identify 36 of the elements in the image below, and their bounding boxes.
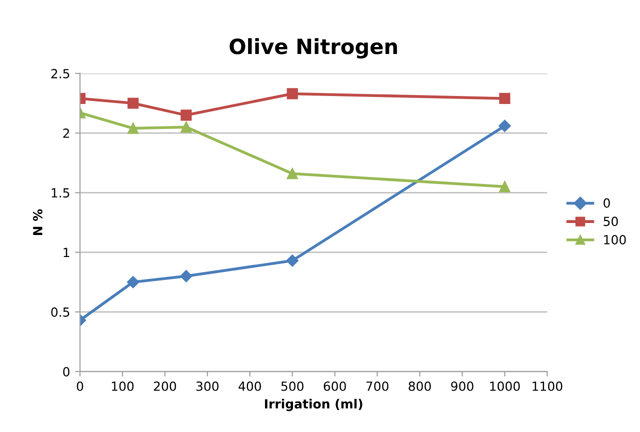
- point: [286, 168, 298, 180]
- y-tick-label: 2.5: [51, 68, 70, 78]
- point: [180, 122, 192, 133]
- point: [180, 270, 192, 282]
- x-tick-label: 1100: [532, 381, 562, 391]
- x-tick-label: 700: [366, 381, 388, 391]
- point: [128, 98, 139, 109]
- x-tick-label: 800: [408, 381, 431, 391]
- x-axis-title: Irrigation (ml): [265, 398, 362, 412]
- x-tick-label: 100: [112, 381, 134, 391]
- y-tick-label: 1: [64, 248, 70, 258]
- legend-label: 100: [604, 235, 626, 244]
- point: [499, 181, 510, 192]
- point: [286, 254, 298, 267]
- y-axis-title: N %: [32, 209, 42, 235]
- x-tick-label: 0: [76, 381, 84, 391]
- x-tick-label: 1000: [490, 381, 520, 391]
- x-tick-label: 900: [451, 381, 474, 391]
- x-tick-label: 500: [281, 381, 304, 391]
- y-tick-label: 1.5: [52, 188, 70, 198]
- point: [498, 120, 511, 132]
- point: [126, 276, 140, 288]
- legend-label: 50: [604, 216, 618, 226]
- x-tick-label: 400: [238, 381, 261, 391]
- x-tick-label: 300: [196, 381, 219, 391]
- y-tick-label: 0: [63, 366, 70, 376]
- point: [286, 88, 298, 100]
- point: [128, 122, 139, 134]
- point: [180, 110, 192, 121]
- x-tick-label: 200: [154, 381, 176, 391]
- legend-label: 0: [604, 198, 610, 208]
- chart-title: Olive Nitrogen: [230, 38, 397, 58]
- x-tick-label: 600: [324, 381, 346, 391]
- y-tick-label: 2: [63, 128, 70, 138]
- point: [499, 92, 510, 104]
- y-tick-label: 0.5: [51, 307, 70, 317]
